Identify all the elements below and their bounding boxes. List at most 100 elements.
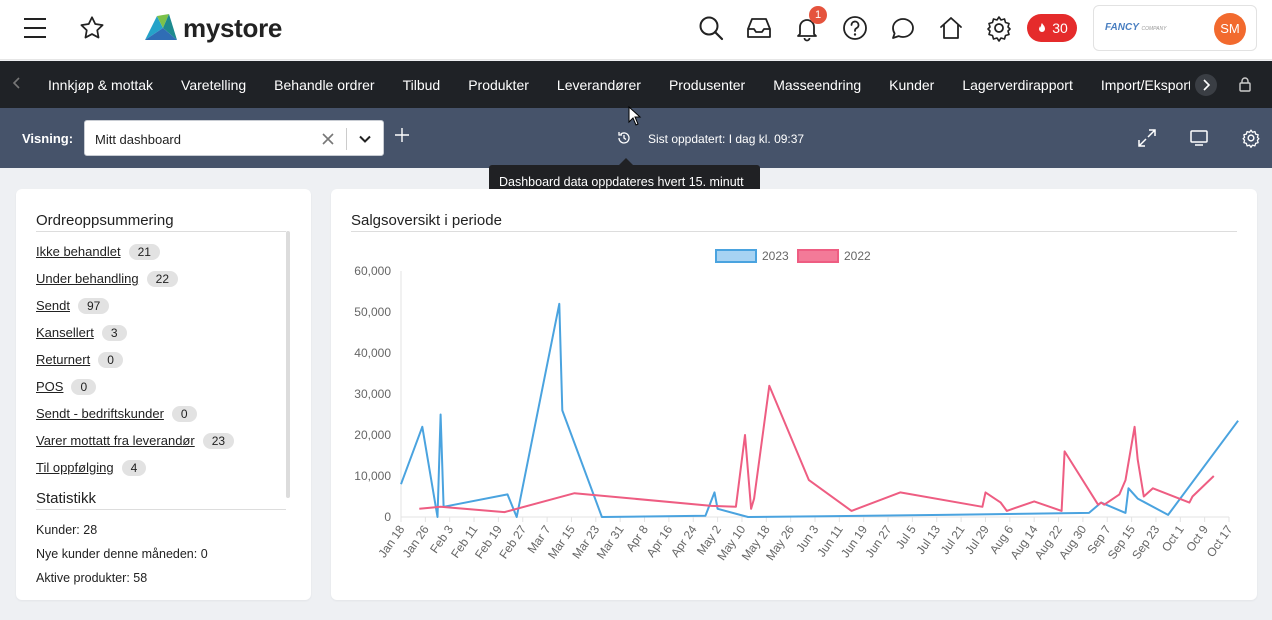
y-tick-label: 50,000: [354, 305, 391, 319]
x-tick-label: Apr 24: [668, 522, 700, 559]
dashboard-settings-gear-icon[interactable]: [1241, 128, 1261, 153]
list-item: Varer mottatt fra leverandør 23: [36, 427, 286, 454]
summary-link[interactable]: Returnert: [36, 352, 91, 367]
settings-gear-icon[interactable]: [985, 14, 1013, 42]
x-tick-label: Jun 27: [862, 522, 894, 560]
count-badge: 0: [171, 405, 197, 422]
view-label: Visning:: [22, 131, 74, 146]
legend-swatch: [797, 249, 839, 263]
search-icon[interactable]: [697, 14, 725, 42]
summary-link[interactable]: Sendt - bedriftskunder: [36, 406, 164, 421]
nav-items: Innkjøp & mottak Varetelling Behandle or…: [34, 61, 1190, 108]
mystore-logo[interactable]: mystore: [143, 12, 282, 44]
logo-text: mystore: [183, 12, 283, 43]
company-logo: FANCY COMPANY: [1105, 22, 1166, 33]
summary-link[interactable]: Under behandling: [36, 271, 139, 286]
nav-item-import-export[interactable]: Import/Eksport Produkt CS: [1100, 76, 1190, 93]
y-tick-label: 10,000: [354, 469, 391, 483]
order-summary-widget: Ordreoppsummering Ikke behandlet 21 Under…: [16, 189, 311, 600]
list-item: Sendt - bedriftskunder 0: [36, 400, 286, 427]
legend-label: 2023: [762, 249, 789, 263]
nav-item-products[interactable]: Produkter: [468, 76, 529, 93]
company-logo-text: FANCY: [1105, 22, 1139, 33]
count-badge: 3: [101, 324, 127, 341]
company-account-switcher[interactable]: FANCY COMPANY SM: [1093, 5, 1257, 51]
inbox-icon[interactable]: [745, 14, 773, 42]
select-divider: [346, 128, 347, 150]
list-item: Returnert 0: [36, 346, 286, 373]
list-item: Under behandling 22: [36, 265, 286, 292]
summary-link[interactable]: Sendt: [36, 298, 70, 313]
credits-count: 30: [1052, 20, 1068, 36]
summary-link[interactable]: Kansellert: [36, 325, 94, 340]
avatar[interactable]: SM: [1214, 13, 1246, 45]
y-tick-label: 30,000: [354, 387, 391, 401]
title-divider: [351, 231, 1237, 232]
mouse-cursor-icon: [628, 105, 642, 131]
notification-badge: 1: [809, 6, 827, 24]
clear-view-icon[interactable]: [321, 129, 335, 151]
series-line-2022: [419, 384, 1215, 514]
count-badge: 97: [77, 297, 110, 314]
view-select[interactable]: Mitt dashboard: [84, 120, 384, 156]
title-divider: [36, 231, 286, 232]
favorites-star-icon[interactable]: [78, 14, 106, 47]
count-badge: 21: [128, 243, 160, 260]
credits-badge[interactable]: 30: [1027, 14, 1077, 42]
tv-display-icon[interactable]: [1189, 128, 1209, 153]
count-badge: 0: [98, 351, 123, 368]
nav-item-customers[interactable]: Kunder: [889, 76, 935, 93]
bell-icon[interactable]: [793, 14, 821, 42]
mystore-logo-icon: [145, 14, 177, 40]
dashboard-view-bar: Visning: Mitt dashboard Sist oppdatert: …: [0, 108, 1272, 168]
summary-link[interactable]: Til oppfølging: [36, 460, 114, 475]
chat-icon[interactable]: [889, 14, 917, 42]
refresh-icon[interactable]: [616, 130, 632, 151]
legend-label: 2022: [844, 249, 871, 263]
series-line-2023: [400, 302, 1239, 518]
summary-link[interactable]: POS: [36, 379, 64, 394]
tooltip-arrow: [619, 158, 633, 165]
nav-scroll-right-button[interactable]: [1195, 74, 1217, 96]
company-logo-sub: COMPANY: [1141, 26, 1167, 32]
y-tick-label: 20,000: [354, 428, 391, 442]
count-badge: 4: [121, 459, 147, 476]
sales-chart-title: Salgsoversikt i periode: [351, 212, 502, 229]
summary-link[interactable]: Varer mottatt fra leverandør: [36, 433, 195, 448]
list-item: Kansellert 3: [36, 319, 286, 346]
list-item: Sendt 97: [36, 292, 286, 319]
scrollbar[interactable]: [286, 231, 290, 498]
x-tick-label: Oct 1: [1159, 522, 1187, 554]
nav-item-suppliers[interactable]: Leverandører: [556, 76, 641, 93]
menu-icon[interactable]: [24, 18, 48, 38]
nav-item-purchasing[interactable]: Innkjøp & mottak: [48, 76, 154, 93]
sales-overview-widget: Salgsoversikt i periode 0 10,000 20,000 30,…: [331, 189, 1257, 600]
top-bar: mystore 1 30 FANCY COMPANY SM: [0, 0, 1272, 60]
nav-item-bulk-edit[interactable]: Masseendring: [773, 76, 862, 93]
chevron-down-icon[interactable]: [357, 131, 373, 152]
add-view-icon[interactable]: [394, 125, 410, 147]
nav-scroll-left-icon[interactable]: [12, 76, 22, 93]
lock-icon[interactable]: [1238, 76, 1252, 97]
nav-item-process-orders[interactable]: Behandle ordrer: [274, 76, 375, 93]
nav-item-offers[interactable]: Tilbud: [402, 76, 441, 93]
title-divider: [36, 509, 286, 510]
home-icon[interactable]: [937, 14, 965, 42]
summary-link[interactable]: Ikke behandlet: [36, 244, 121, 259]
chevron-right-icon: [1203, 79, 1211, 91]
fullscreen-icon[interactable]: [1137, 128, 1157, 153]
module-nav-bar: Innkjøp & mottak Varetelling Behandle or…: [0, 61, 1272, 108]
help-icon[interactable]: [841, 14, 869, 42]
statistics-title: Statistikk: [36, 490, 97, 507]
nav-item-stocktaking[interactable]: Varetelling: [181, 76, 247, 93]
x-tick-label: Jan 26: [400, 522, 432, 560]
list-item: Til oppfølging 4: [36, 454, 286, 481]
nav-item-stock-value-report[interactable]: Lagerverdirapport: [962, 76, 1073, 93]
stat-item: Aktive produkter: 58: [36, 571, 148, 585]
count-badge: 22: [146, 270, 178, 287]
nav-item-manufacturers[interactable]: Produsenter: [668, 76, 746, 93]
last-updated-text: Sist oppdatert: I dag kl. 09:37: [648, 132, 805, 146]
order-summary-list: Ikke behandlet 21 Under behandling 22 Send…: [36, 238, 286, 481]
x-tick-label: Oct 17: [1204, 522, 1236, 559]
statistics-list: Kunder: 28 Nye kunder denne måneden: 0 A…: [36, 523, 208, 595]
